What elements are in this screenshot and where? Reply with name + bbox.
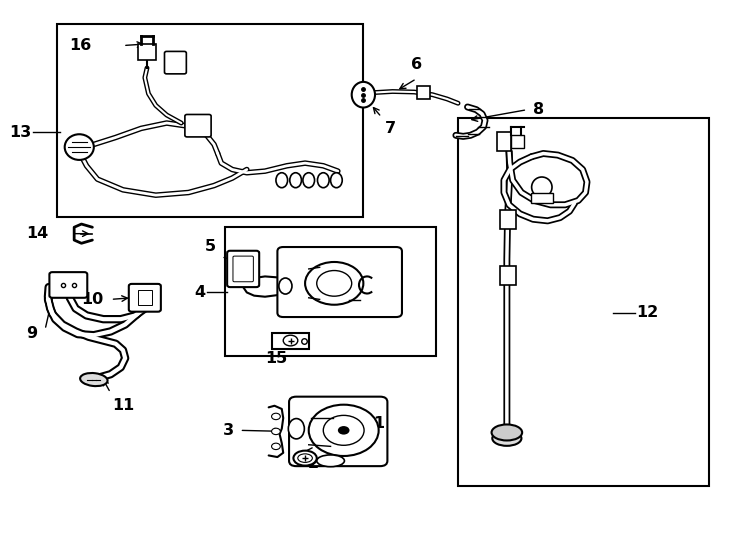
Circle shape [323,415,364,445]
Ellipse shape [318,173,329,188]
Bar [512,136,524,148]
Bar [57,24,363,217]
Circle shape [305,262,363,305]
Text: 15: 15 [265,351,287,366]
FancyBboxPatch shape [49,272,87,298]
Circle shape [272,443,280,450]
Ellipse shape [65,134,94,160]
FancyBboxPatch shape [289,397,388,466]
Ellipse shape [80,373,108,386]
Text: 16: 16 [70,38,92,53]
Text: 7: 7 [385,122,396,137]
Bar [272,333,309,348]
Ellipse shape [330,173,342,188]
Bar [497,132,512,151]
Ellipse shape [303,173,315,188]
Text: 12: 12 [636,305,659,320]
Ellipse shape [531,177,552,197]
Bar [458,118,709,487]
Text: 1: 1 [373,416,384,431]
Text: 14: 14 [26,226,48,241]
Bar [500,266,515,285]
Circle shape [283,335,298,346]
Circle shape [317,271,352,296]
FancyBboxPatch shape [227,251,259,287]
FancyBboxPatch shape [128,284,161,312]
Text: 13: 13 [10,125,32,140]
Ellipse shape [352,82,375,107]
Ellipse shape [279,278,292,294]
Text: 6: 6 [411,57,422,72]
Text: 5: 5 [204,239,216,254]
Text: 9: 9 [26,326,37,341]
Circle shape [309,404,379,456]
Bar [225,227,436,355]
Text: 3: 3 [223,423,234,438]
Bar [137,44,156,60]
Ellipse shape [317,455,344,467]
FancyBboxPatch shape [185,114,211,137]
Bar [531,192,553,203]
Ellipse shape [493,431,521,446]
FancyBboxPatch shape [277,247,402,317]
Ellipse shape [288,418,305,439]
Ellipse shape [294,451,317,465]
Text: 11: 11 [112,399,134,413]
Bar [137,291,152,305]
Bar [416,86,429,99]
Circle shape [272,428,280,435]
Ellipse shape [492,424,522,441]
Text: 8: 8 [533,102,544,117]
Circle shape [272,413,280,420]
Text: 10: 10 [81,292,103,307]
Circle shape [338,426,349,435]
Text: 4: 4 [195,285,206,300]
Bar [500,210,515,229]
Ellipse shape [290,173,302,188]
FancyBboxPatch shape [164,51,186,74]
Ellipse shape [276,173,288,188]
Text: 2: 2 [308,456,319,471]
